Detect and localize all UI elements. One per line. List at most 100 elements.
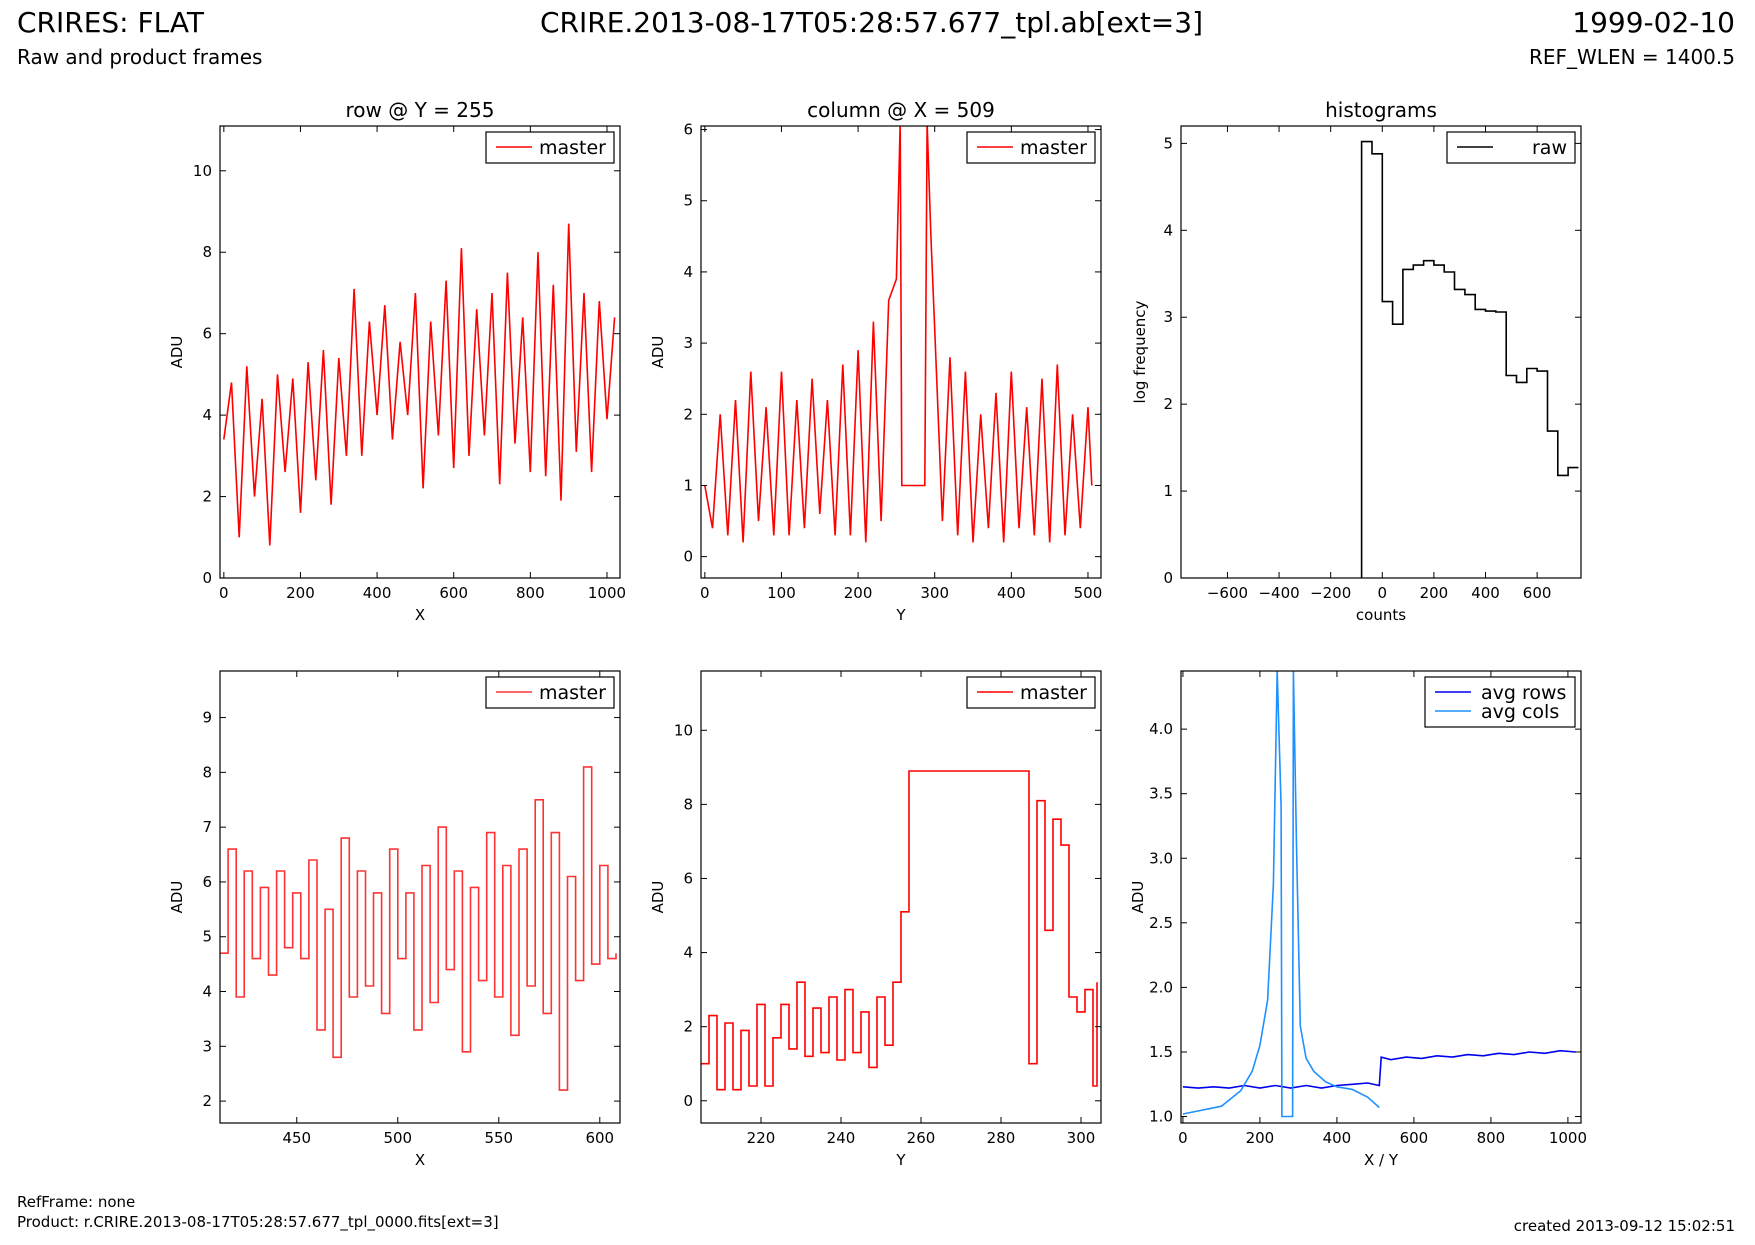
y-axis-label: ADU: [168, 336, 186, 369]
y-tick-label: 2.0: [1149, 978, 1173, 996]
x-tick-label: 450: [282, 1129, 311, 1147]
y-tick-label: 1.0: [1149, 1108, 1173, 1126]
x-tick-label: 1000: [1549, 1129, 1587, 1147]
plot-frame: [1180, 125, 1582, 579]
y-tick-label: 1: [1163, 482, 1173, 500]
x-tick-label: 0: [700, 584, 710, 602]
legend-label: master: [1020, 137, 1087, 159]
y-tick-label: 2: [202, 488, 212, 506]
legend-label: raw: [1532, 137, 1567, 159]
x-tick-label: 280: [987, 1129, 1016, 1147]
y-tick-label: 4: [202, 406, 212, 424]
y-tick-label: 1: [683, 476, 693, 494]
y-tick-label: 6: [202, 325, 212, 343]
plot-frame: [219, 670, 621, 1124]
y-tick-label: 2: [683, 1018, 693, 1036]
x-tick-label: −600: [1207, 584, 1248, 602]
x-axis-label: Y: [895, 1151, 906, 1169]
y-tick-label: 10: [674, 721, 693, 739]
x-tick-label: 100: [767, 584, 796, 602]
legend-label: master: [1020, 682, 1087, 704]
x-tick-label: 1000: [588, 584, 626, 602]
x-tick-label: 0: [1178, 1129, 1188, 1147]
y-tick-label: 2: [683, 405, 693, 423]
chart-title: row @ Y = 255: [346, 98, 495, 122]
legend-label: master: [539, 682, 606, 704]
x-tick-label: 260: [907, 1129, 936, 1147]
series-line-master: [223, 223, 616, 546]
y-tick-label: 6: [683, 121, 693, 139]
y-tick-label: 8: [202, 763, 212, 781]
chart-hist: −600 −400 −200 0 200 400 600 0 1 2 3 4 5 histograms co…: [1131, 98, 1582, 624]
x-tick-label: 240: [827, 1129, 856, 1147]
y-tick-label: 1.5: [1149, 1043, 1173, 1061]
y-axis-label: log frequency: [1131, 300, 1149, 403]
x-tick-label: 0: [1378, 584, 1388, 602]
y-tick-label: 5: [683, 192, 693, 210]
y-tick-label: 4: [683, 263, 693, 281]
x-tick-label: 600: [1523, 584, 1552, 602]
legend-label: master: [539, 137, 606, 159]
x-axis-label: counts: [1356, 606, 1406, 624]
plot-frame: [700, 670, 1102, 1124]
report-title: CRIRES: FLAT: [17, 6, 204, 39]
y-tick-label: 7: [202, 818, 212, 836]
y-tick-label: 0: [1163, 569, 1173, 587]
chart-row_zoom: 450 500 550 600 2 3 4 5 6 7 8 9 X ADU master: [168, 670, 621, 1169]
x-tick-label: 300: [1067, 1129, 1096, 1147]
y-tick-label: 4: [1163, 221, 1173, 239]
chart-column_zoom: 220 240 260 280 300 0 2 4 6 8 10 Y ADU master: [649, 670, 1102, 1169]
ref-frame-label: RefFrame: none: [17, 1193, 136, 1211]
y-tick-label: 0: [202, 569, 212, 587]
y-axis-label: ADU: [649, 881, 667, 914]
x-tick-label: 220: [747, 1129, 776, 1147]
x-tick-label: 800: [1477, 1129, 1506, 1147]
y-tick-label: 8: [683, 795, 693, 813]
y-tick-label: 6: [683, 869, 693, 887]
legend-label: avg rows: [1481, 682, 1566, 704]
x-tick-label: 400: [1323, 1129, 1352, 1147]
y-tick-label: 6: [202, 873, 212, 891]
y-tick-label: 3: [202, 1037, 212, 1055]
series-line-master: [701, 770, 1098, 1091]
y-axis-label: ADU: [1129, 881, 1147, 914]
y-tick-label: 0: [683, 1092, 693, 1110]
ref-wlen: REF_WLEN = 1400.5: [1528, 45, 1735, 69]
x-tick-label: 200: [286, 584, 315, 602]
x-tick-label: 200: [1246, 1129, 1275, 1147]
y-tick-label: 4: [683, 944, 693, 962]
x-tick-label: 800: [516, 584, 545, 602]
x-tick-label: 400: [363, 584, 392, 602]
y-tick-label: 5: [202, 928, 212, 946]
x-tick-label: 400: [997, 584, 1026, 602]
y-tick-label: 4: [202, 983, 212, 1001]
y-tick-label: 3: [1163, 308, 1173, 326]
y-tick-label: 4.0: [1149, 720, 1173, 738]
file-title: CRIRE.2013-08-17T05:28:57.677_tpl.ab[ext…: [540, 6, 1204, 39]
series-line-avg-rows: [1182, 1049, 1576, 1089]
x-tick-label: 400: [1471, 584, 1500, 602]
y-tick-label: 3: [683, 334, 693, 352]
x-tick-label: 200: [1420, 584, 1449, 602]
x-tick-label: 200: [844, 584, 873, 602]
legend-box: [1424, 676, 1576, 728]
legend-label: avg cols: [1481, 701, 1559, 723]
x-tick-label: −400: [1258, 584, 1299, 602]
y-tick-label: 5: [1163, 134, 1173, 152]
chart-row: 0 200 400 600 800 1000 0 2 4 6 8 10 row @ Y = 255 X AD…: [168, 98, 626, 624]
x-tick-label: 500: [383, 1129, 412, 1147]
chart-column: 0 100 200 300 400 500 0 1 2 3 4 5 6 column @ X = 509 Y…: [649, 98, 1102, 624]
x-tick-label: 550: [484, 1129, 513, 1147]
x-axis-label: X / Y: [1364, 1151, 1399, 1169]
y-tick-label: 10: [193, 162, 212, 180]
series-line-master: [220, 766, 617, 1091]
y-tick-label: 8: [202, 243, 212, 261]
y-axis-label: ADU: [168, 881, 186, 914]
y-tick-label: 2.5: [1149, 914, 1173, 932]
y-tick-label: 3.5: [1149, 785, 1173, 803]
y-tick-label: 2: [1163, 395, 1173, 413]
created-timestamp: created 2013-09-12 15:02:51: [1513, 1217, 1735, 1235]
chart-title: column @ X = 509: [807, 98, 995, 122]
plot-frame: [219, 125, 621, 579]
y-tick-label: 0: [683, 548, 693, 566]
